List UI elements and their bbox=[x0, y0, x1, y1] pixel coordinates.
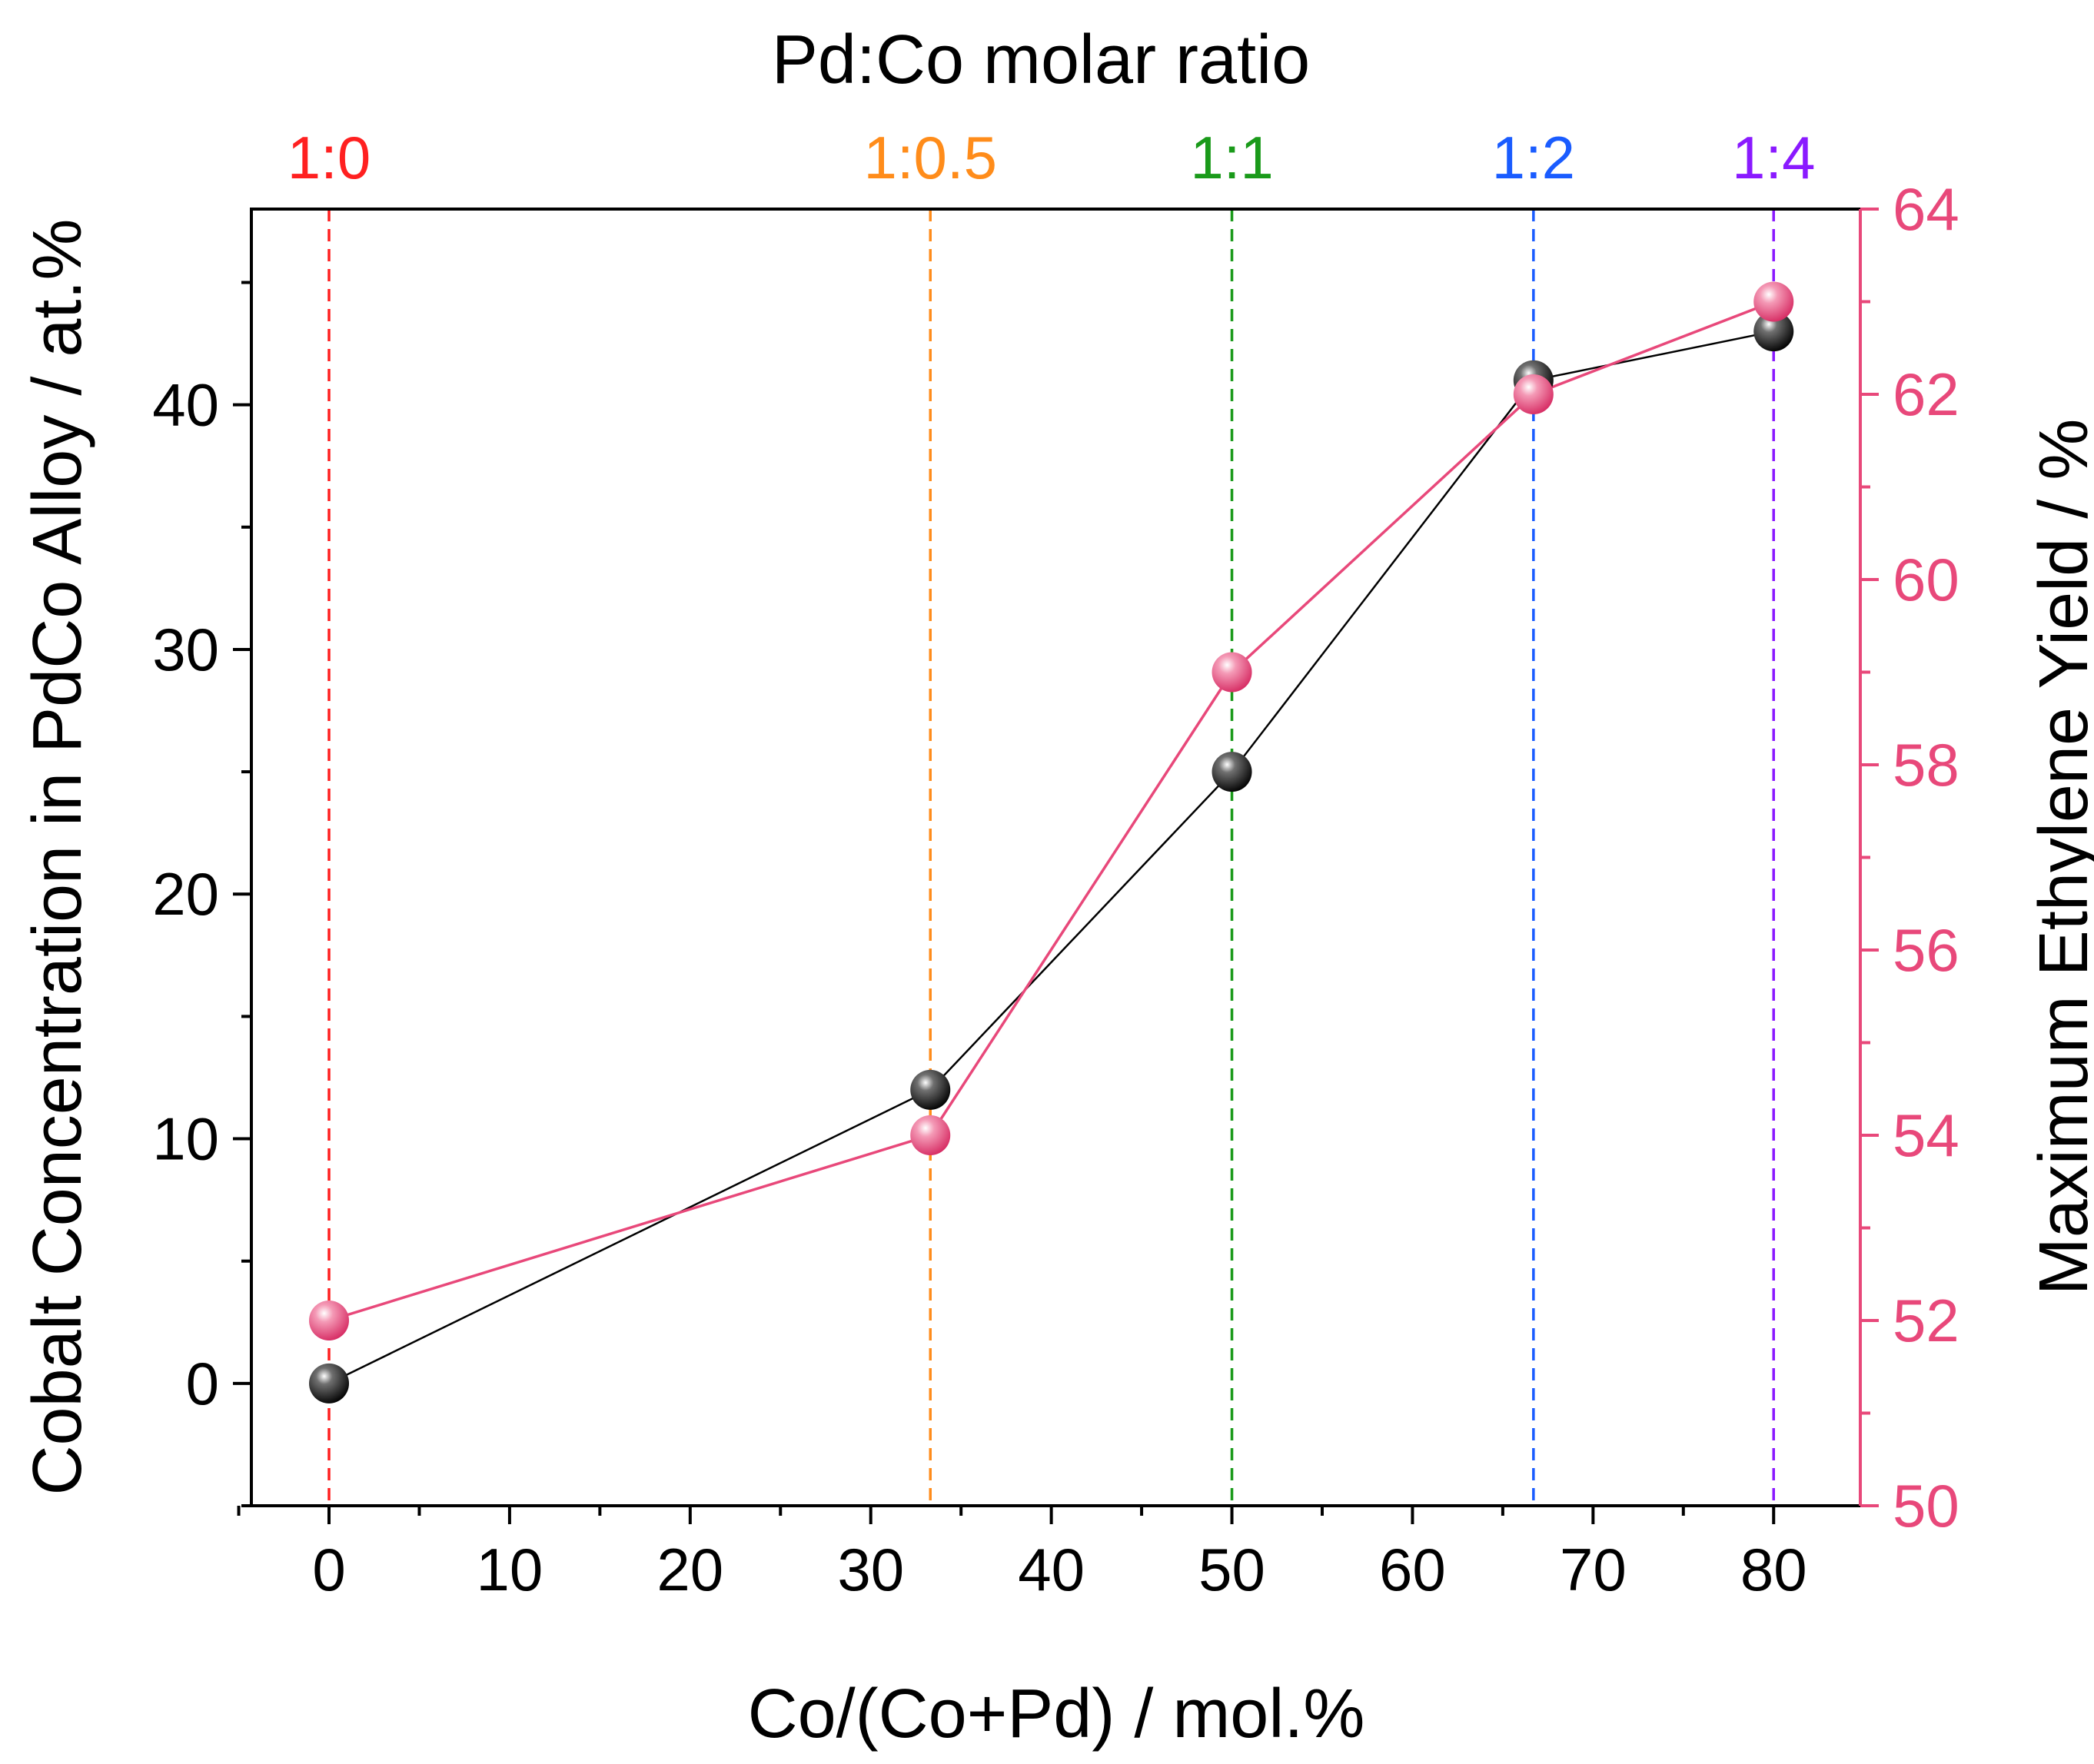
cobalt-concentration-point bbox=[309, 1363, 350, 1404]
y-tick-label: 20 bbox=[152, 860, 219, 928]
y2-tick-label: 52 bbox=[1893, 1287, 1959, 1354]
ethylene-yield-point bbox=[309, 1301, 350, 1340]
cobalt-concentration-point bbox=[910, 1069, 951, 1110]
ratio-label: 1:0 bbox=[288, 124, 371, 191]
ethylene-yield-point bbox=[1753, 281, 1794, 322]
y2-tick-label: 56 bbox=[1893, 916, 1959, 984]
x-tick-label: 30 bbox=[837, 1536, 904, 1603]
series-points bbox=[309, 281, 1794, 1404]
y-axis-title: Cobalt Concentration in PdCo Alloy / at.… bbox=[19, 219, 96, 1496]
x-tick-label: 0 bbox=[312, 1536, 345, 1603]
y-tick-label: 30 bbox=[152, 616, 219, 683]
y2-tick-label: 54 bbox=[1893, 1101, 1959, 1169]
ratio-label: 1:4 bbox=[1732, 124, 1815, 191]
ratio-label: 1:0.5 bbox=[863, 124, 996, 191]
x-axis-title: Co/(Co+Pd) / mol.% bbox=[748, 1676, 1365, 1752]
y-tick-label: 40 bbox=[152, 371, 219, 439]
ethylene-yield-point bbox=[1513, 374, 1554, 414]
y-axis-left: 0 10 20 30 40 bbox=[152, 281, 251, 1507]
x-tick-label: 80 bbox=[1740, 1536, 1807, 1603]
y2-tick-label: 64 bbox=[1893, 175, 1959, 243]
y2-tick-label: 58 bbox=[1893, 731, 1959, 799]
ethylene-yield-line bbox=[328, 300, 1774, 1322]
y2-tick-label: 60 bbox=[1893, 546, 1959, 613]
y-axis-right: 50 52 54 56 58 60 62 64 bbox=[1860, 175, 1959, 1540]
y2-tick-label: 50 bbox=[1893, 1472, 1959, 1540]
x-tick-label: 40 bbox=[1018, 1536, 1085, 1603]
ethylene-yield-point bbox=[1212, 652, 1252, 693]
x-tick-label: 60 bbox=[1379, 1536, 1446, 1603]
x-tick-label: 50 bbox=[1198, 1536, 1265, 1603]
series-lines bbox=[328, 300, 1774, 1384]
y-tick-label: 10 bbox=[152, 1105, 219, 1173]
x-tick-label: 20 bbox=[656, 1536, 723, 1603]
cobalt-concentration-line bbox=[328, 330, 1774, 1384]
x-axis: 0 10 20 30 40 50 60 70 80 bbox=[237, 1506, 1807, 1603]
plot-frame bbox=[250, 208, 1862, 1507]
y2-axis-title: Maximum Ethylene Yield / % bbox=[2026, 419, 2094, 1295]
x-tick-label: 10 bbox=[477, 1536, 543, 1603]
ratio-label: 1:2 bbox=[1492, 124, 1575, 191]
y-tick-label: 0 bbox=[186, 1350, 219, 1417]
cobalt-concentration-point bbox=[1753, 311, 1794, 352]
ratio-label: 1:1 bbox=[1190, 124, 1273, 191]
top-axis-title: Pd:Co molar ratio bbox=[772, 22, 1310, 98]
cobalt-concentration-point bbox=[1212, 752, 1252, 792]
ratio-guides bbox=[327, 209, 1775, 1506]
ethylene-yield-point bbox=[910, 1115, 951, 1155]
x-tick-label: 70 bbox=[1560, 1536, 1627, 1603]
top-ratio-labels: 1:0 1:0.5 1:1 1:2 1:4 bbox=[288, 124, 1816, 191]
y2-tick-label: 62 bbox=[1893, 360, 1959, 428]
